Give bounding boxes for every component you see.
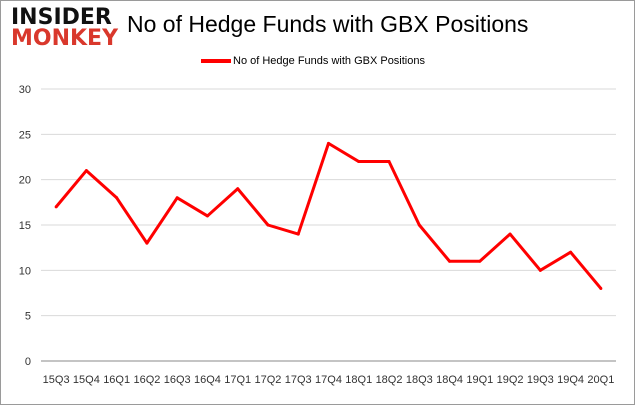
x-tick-label: 16Q2 bbox=[133, 374, 160, 386]
data-point bbox=[327, 141, 330, 145]
insider-monkey-logo: INSIDER MONKEY bbox=[11, 7, 121, 51]
data-point bbox=[569, 250, 573, 254]
legend-swatch bbox=[201, 59, 231, 63]
y-tick-label: 0 bbox=[25, 356, 31, 368]
data-point bbox=[508, 232, 512, 236]
x-tick-label: 15Q3 bbox=[43, 374, 70, 386]
data-point bbox=[54, 205, 58, 209]
x-tick-label: 18Q4 bbox=[436, 374, 463, 386]
data-point bbox=[448, 259, 452, 263]
x-tick-label: 19Q1 bbox=[466, 374, 493, 386]
legend-label: No of Hedge Funds with GBX Positions bbox=[233, 55, 425, 67]
data-point bbox=[84, 169, 88, 173]
chart-title: No of Hedge Funds with GBX Positions bbox=[127, 11, 529, 37]
x-tick-label: 19Q3 bbox=[527, 374, 554, 386]
data-point bbox=[266, 223, 270, 227]
x-tick-label: 19Q4 bbox=[557, 374, 584, 386]
x-tick-label: 15Q4 bbox=[73, 374, 100, 386]
data-point bbox=[387, 160, 391, 164]
y-tick-label: 25 bbox=[19, 129, 31, 141]
data-point bbox=[478, 259, 482, 263]
y-tick-label: 5 bbox=[25, 311, 31, 323]
x-tick-label: 17Q1 bbox=[224, 374, 251, 386]
x-tick-label: 19Q2 bbox=[497, 374, 524, 386]
data-point bbox=[115, 196, 119, 200]
x-tick-label: 16Q1 bbox=[103, 374, 130, 386]
x-tick-label: 18Q1 bbox=[345, 374, 372, 386]
logo-line1: INSIDER bbox=[11, 5, 112, 30]
data-point bbox=[599, 286, 603, 290]
y-tick-label: 30 bbox=[19, 84, 31, 96]
data-point bbox=[205, 214, 209, 218]
data-point bbox=[145, 241, 149, 245]
logo-line2: MONKEY bbox=[11, 26, 119, 51]
x-tick-label: 17Q4 bbox=[315, 374, 342, 386]
legend: No of Hedge Funds with GBX Positions bbox=[201, 55, 425, 67]
data-point bbox=[417, 223, 421, 227]
x-tick-label: 17Q3 bbox=[285, 374, 312, 386]
data-point bbox=[236, 187, 240, 191]
x-tick-label: 16Q3 bbox=[164, 374, 191, 386]
y-tick-label: 20 bbox=[19, 175, 31, 187]
y-tick-label: 10 bbox=[19, 265, 31, 277]
x-tick-label: 17Q2 bbox=[255, 374, 282, 386]
x-tick-label: 18Q3 bbox=[406, 374, 433, 386]
x-tick-label: 20Q1 bbox=[587, 374, 614, 386]
data-point bbox=[538, 268, 542, 272]
x-tick-label: 16Q4 bbox=[194, 374, 221, 386]
data-point bbox=[175, 196, 179, 200]
data-point bbox=[296, 232, 300, 236]
y-tick-label: 15 bbox=[19, 220, 31, 232]
series-line bbox=[54, 141, 603, 290]
data-point bbox=[357, 160, 361, 164]
x-tick-label: 18Q2 bbox=[376, 374, 403, 386]
